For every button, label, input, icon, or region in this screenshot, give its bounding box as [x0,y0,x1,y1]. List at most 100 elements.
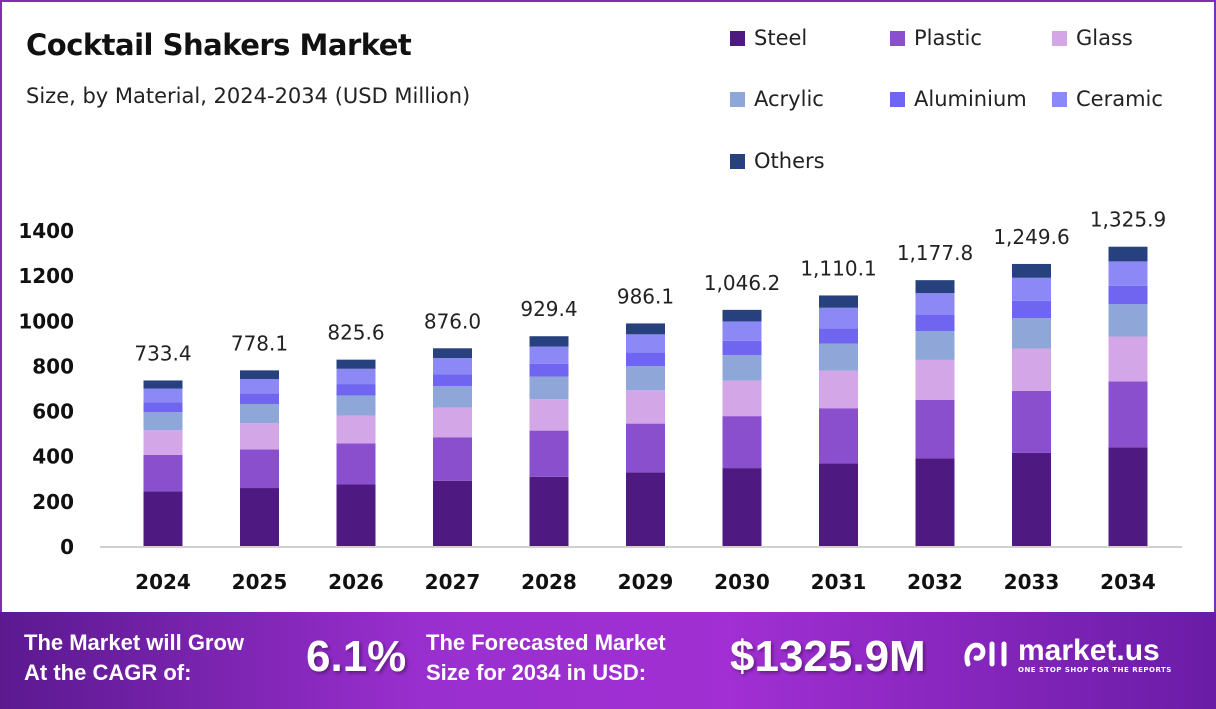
brand-tagline: ONE STOP SHOP FOR THE REPORTS [1018,666,1172,674]
legend-label: Aluminium [914,87,1027,111]
total-data-label: 1,325.9 [1090,208,1166,232]
legend-label: Steel [754,26,808,50]
bar-segment-glass-2025 [240,423,279,450]
forecast-label: The Forecasted Market Size for 2034 in U… [426,628,666,688]
bar-segment-aluminium-2031 [819,328,858,344]
bar-segment-glass-2033 [1012,348,1051,391]
cagr-label: The Market will Grow At the CAGR of: [24,628,244,688]
bar-segment-ceramic-2027 [433,357,472,375]
bar-segment-plastic-2025 [240,449,279,489]
y-tick-label: 600 [32,400,74,424]
bar-segment-aluminium-2033 [1012,300,1051,319]
bar-segment-ceramic-2030 [722,321,762,341]
bar-segment-others-2031 [819,295,858,308]
bar-segment-ceramic-2024 [143,388,183,403]
bar-segment-others-2033 [1012,263,1051,278]
x-tick-label: 2024 [135,570,191,594]
bar-segment-steel-2031 [819,463,858,546]
legend-label: Ceramic [1076,87,1163,111]
total-data-label: 1,249.6 [993,225,1069,249]
bar-segment-aluminium-2029 [626,352,665,367]
bar-segment-others-2027 [433,348,472,358]
total-data-label: 733.4 [134,341,191,365]
legend-label: Acrylic [754,87,824,111]
x-tick-label: 2028 [521,570,577,594]
bar-segment-steel-2032 [915,458,955,546]
bar-segment-steel-2034 [1108,447,1148,546]
bar-segment-others-2034 [1108,246,1148,262]
bar-segment-glass-2030 [722,380,762,417]
bar-segment-aluminium-2034 [1108,285,1148,305]
x-tick-label: 2030 [714,570,770,594]
legend-swatch [890,30,905,46]
bar-segment-aluminium-2028 [529,363,569,377]
bar-segment-plastic-2032 [915,399,955,459]
y-tick-label: 200 [32,490,74,514]
forecast-value: $1325.9M [730,632,926,681]
bar-segment-aluminium-2024 [143,402,183,413]
legend-item-glass: Glass [1052,26,1133,50]
bar-segment-acrylic-2033 [1012,318,1051,349]
bar-segment-glass-2034 [1108,336,1148,382]
bar-segment-plastic-2028 [529,430,569,477]
bar-segment-plastic-2031 [819,408,858,464]
chart-title: Cocktail Shakers Market [26,28,412,62]
bar-segment-aluminium-2030 [722,340,762,356]
bar-segment-acrylic-2032 [915,331,955,360]
bar-segment-steel-2033 [1012,452,1051,546]
bar-segment-aluminium-2027 [433,374,472,387]
bar-segment-steel-2025 [240,488,279,546]
y-tick-label: 1200 [18,264,74,288]
total-data-label: 1,177.8 [897,241,973,265]
bar-segment-acrylic-2029 [626,366,665,391]
brand-logo: market.us ONE STOP SHOP FOR THE REPORTS [962,634,1172,674]
bar-segment-aluminium-2032 [915,314,955,332]
bar-segment-aluminium-2026 [336,384,376,396]
bar-segment-acrylic-2026 [336,395,376,416]
legend-item-aluminium: Aluminium [890,87,1027,111]
y-tick-label: 1400 [18,219,74,243]
bar-segment-others-2030 [722,309,762,322]
bar-segment-ceramic-2033 [1012,277,1051,301]
x-tick-label: 2027 [425,570,481,594]
legend-swatch [730,30,745,46]
bar-segment-ceramic-2028 [529,346,569,364]
bar-segment-others-2026 [336,359,376,369]
bar-segment-ceramic-2025 [240,378,279,394]
y-tick-label: 1000 [18,309,74,333]
legend-item-others: Others [730,149,825,173]
bar-segment-ceramic-2034 [1108,261,1148,286]
legend-label: Glass [1076,26,1133,50]
bar-segment-ceramic-2032 [915,293,955,315]
bar-segment-others-2032 [915,280,955,294]
legend-item-acrylic: Acrylic [730,87,824,111]
total-data-label: 1,046.2 [704,271,780,295]
bar-segment-plastic-2027 [433,437,472,481]
bar-segment-ceramic-2026 [336,368,376,385]
bar-segment-steel-2026 [336,484,376,546]
x-tick-label: 2029 [618,570,674,594]
bar-segment-others-2029 [626,323,665,335]
bar-segment-acrylic-2031 [819,343,858,371]
forecast-label-line2: Size for 2034 in USD: [426,660,647,685]
y-tick-label: 400 [32,445,74,469]
legend-swatch [1052,30,1067,46]
x-tick-label: 2031 [811,570,867,594]
bar-segment-glass-2031 [819,370,858,409]
bar-segment-acrylic-2030 [722,355,762,381]
bar-segment-acrylic-2025 [240,404,279,424]
bar-segment-glass-2032 [915,359,955,400]
brand-name: market.us [1018,634,1160,667]
bar-segment-ceramic-2031 [819,307,858,329]
legend-label: Plastic [914,26,982,50]
bar-segment-plastic-2033 [1012,390,1051,453]
bar-segment-steel-2024 [143,491,183,546]
bar-segment-others-2028 [529,336,569,347]
bar-segment-acrylic-2024 [143,412,183,431]
bar-segment-acrylic-2027 [433,386,472,408]
bar-segment-acrylic-2034 [1108,304,1148,337]
legend-item-plastic: Plastic [890,26,982,50]
total-data-label: 825.6 [327,321,384,345]
total-data-label: 986.1 [617,284,674,308]
bar-segment-plastic-2030 [722,416,762,469]
